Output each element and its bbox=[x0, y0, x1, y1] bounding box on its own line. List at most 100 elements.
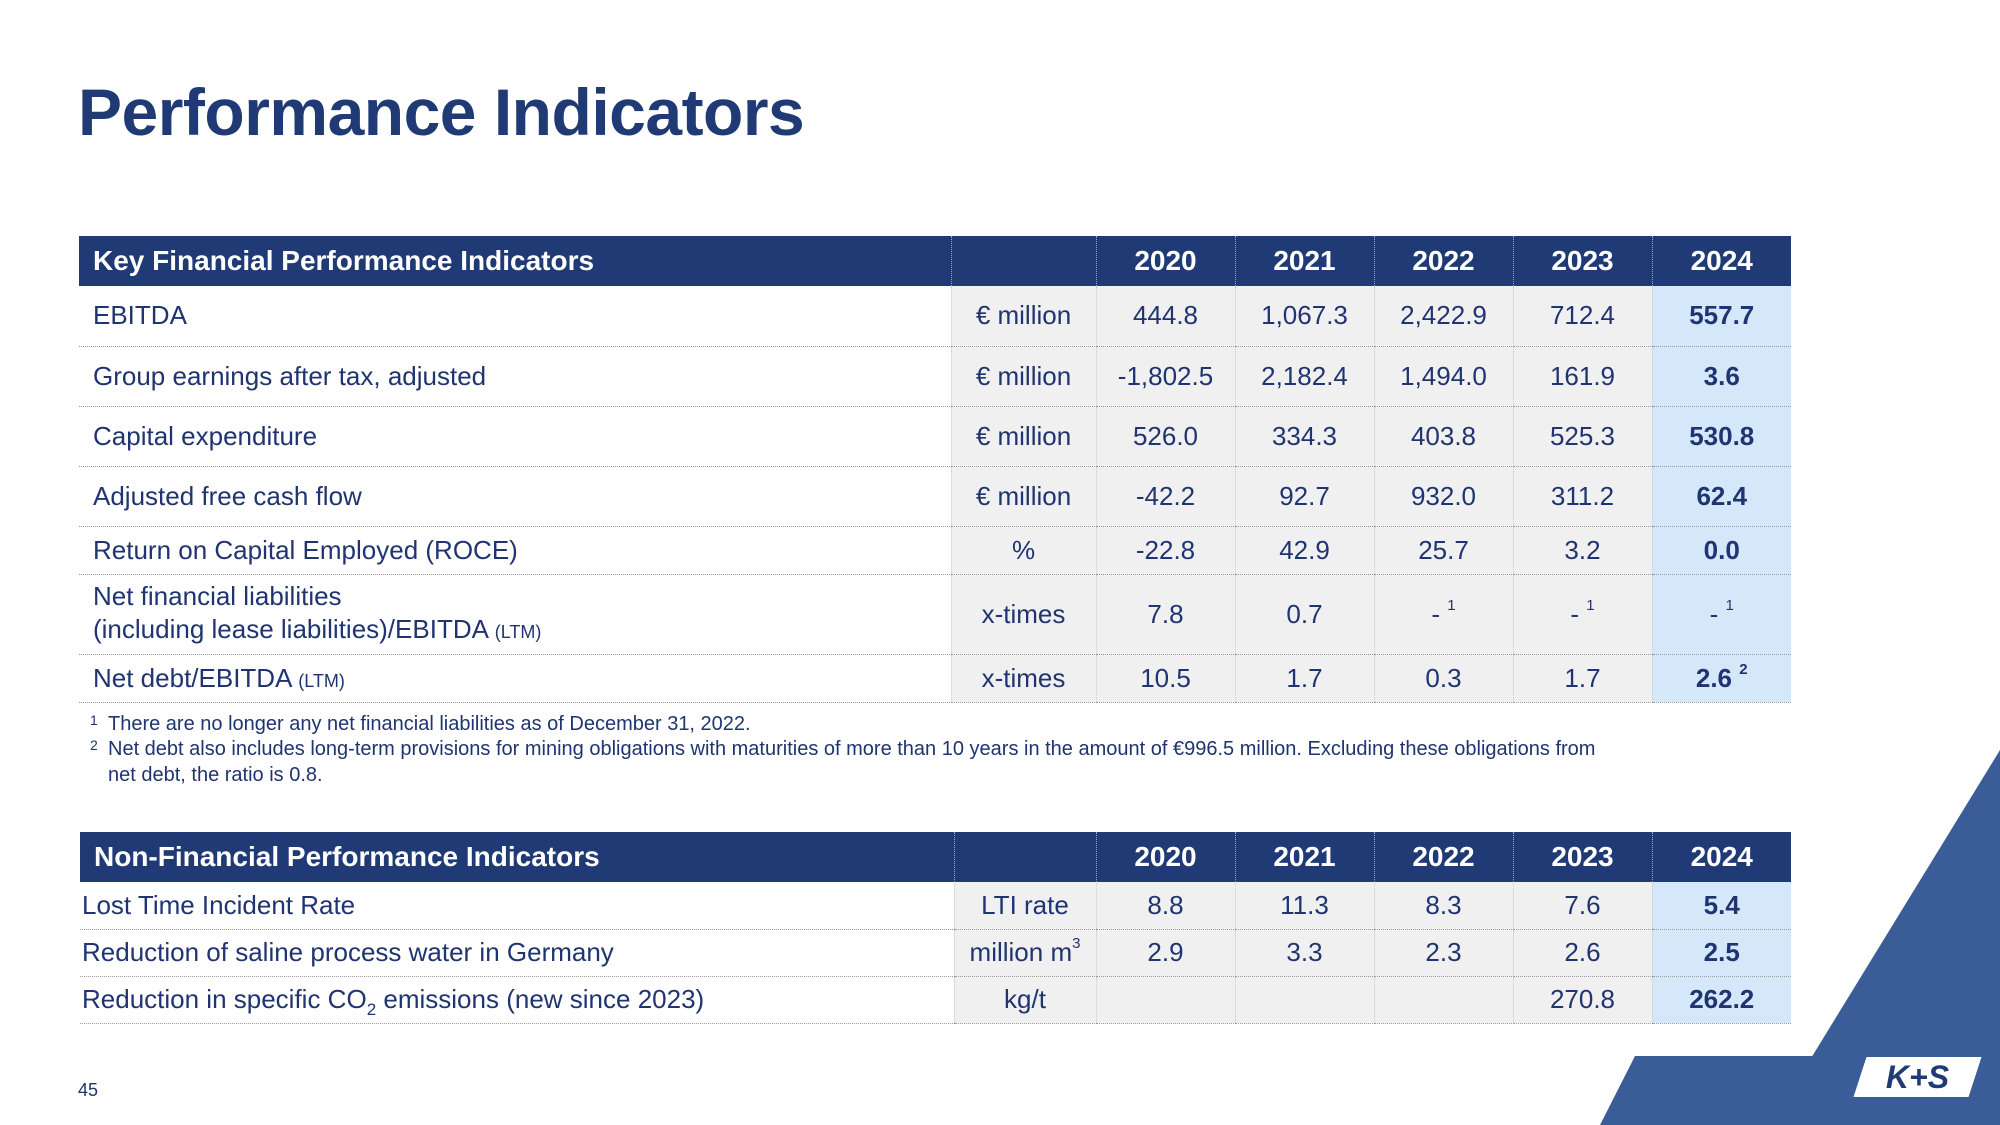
footnote-text: There are no longer any net financial li… bbox=[108, 713, 751, 735]
table-row: Group earnings after tax, adjusted € mil… bbox=[79, 346, 1791, 407]
year-header: 2022 bbox=[1374, 236, 1514, 286]
cell-value-highlight: - 1 bbox=[1651, 574, 1791, 655]
table-header-row: Non-Financial Performance Indicators 202… bbox=[80, 832, 1791, 882]
row-unit: LTI rate bbox=[953, 882, 1096, 930]
table-row: Net debt/EBITDA (LTM) x-times 10.5 1.7 0… bbox=[79, 654, 1791, 703]
cell-value: 525.3 bbox=[1512, 406, 1652, 467]
footnote-1: 1 There are no longer any net financial … bbox=[90, 711, 751, 737]
table-row: Capital expenditure € million 526.0 334.… bbox=[79, 406, 1791, 467]
cell-value: - 1 bbox=[1373, 574, 1513, 655]
year-header: 2023 bbox=[1513, 236, 1653, 286]
cell-value: 3.2 bbox=[1512, 526, 1652, 575]
cell-value bbox=[1095, 976, 1235, 1024]
cell-value: -42.2 bbox=[1095, 466, 1235, 527]
year-header: 2021 bbox=[1235, 236, 1375, 286]
year-header: 2020 bbox=[1096, 236, 1236, 286]
cell-value: 712.4 bbox=[1512, 286, 1652, 347]
cell-value: 334.3 bbox=[1234, 406, 1374, 467]
cell-value: 1,494.0 bbox=[1373, 346, 1513, 407]
year-header: 2021 bbox=[1235, 832, 1375, 882]
cell-value: -1,802.5 bbox=[1095, 346, 1235, 407]
cell-value-highlight: 62.4 bbox=[1651, 466, 1791, 527]
footnote-mark: 2 bbox=[1739, 660, 1748, 678]
cell-value bbox=[1234, 976, 1374, 1024]
cell-value: 0.7 bbox=[1234, 574, 1374, 655]
unit-column-header bbox=[951, 236, 1097, 286]
footnote-mark: 1 bbox=[1447, 596, 1456, 614]
row-unit: € million bbox=[950, 406, 1096, 467]
table-header-row: Key Financial Performance Indicators 202… bbox=[79, 236, 1791, 286]
year-header: 2020 bbox=[1096, 832, 1236, 882]
footnote-mark: 1 bbox=[1586, 596, 1595, 614]
cell-value: 7.8 bbox=[1095, 574, 1235, 655]
row-label-line: (including lease liabilities)/EBITDA bbox=[93, 613, 488, 644]
table-row: Return on Capital Employed (ROCE) % -22.… bbox=[79, 526, 1791, 575]
cell-value: 444.8 bbox=[1095, 286, 1235, 347]
row-label: Group earnings after tax, adjusted bbox=[79, 346, 951, 407]
row-label: Net debt/EBITDA (LTM) bbox=[79, 654, 951, 703]
cell-value: 1.7 bbox=[1234, 654, 1374, 703]
cell-value: 932.0 bbox=[1373, 466, 1513, 527]
cell-value: 3.3 bbox=[1234, 929, 1374, 977]
unit-text: million m bbox=[969, 937, 1073, 967]
page-title: Performance Indicators bbox=[78, 75, 805, 149]
row-label-text: emissions (new since 2023) bbox=[376, 984, 705, 1014]
cell-value: -22.8 bbox=[1095, 526, 1235, 575]
year-header: 2024 bbox=[1652, 832, 1791, 882]
footnote-text: Net debt also includes long-term provisi… bbox=[108, 738, 1596, 760]
row-label-line: Net financial liabilities bbox=[93, 580, 342, 611]
row-unit: € million bbox=[950, 346, 1096, 407]
cell-value: 8.8 bbox=[1095, 882, 1235, 930]
table-row: Net financial liabilities (including lea… bbox=[79, 574, 1791, 655]
logo-text: K+S bbox=[1885, 1059, 1950, 1095]
cell-value bbox=[1373, 976, 1513, 1024]
cell-value-highlight: 557.7 bbox=[1651, 286, 1791, 347]
row-label-subscript: 2 bbox=[366, 1000, 377, 1019]
row-label-text: Reduction in specific CO bbox=[82, 984, 367, 1014]
cell-value: 8.3 bbox=[1373, 882, 1513, 930]
row-unit: x-times bbox=[950, 574, 1096, 655]
cell-value: 1.7 bbox=[1512, 654, 1652, 703]
cell-value: 42.9 bbox=[1234, 526, 1374, 575]
unit-column-header bbox=[954, 832, 1097, 882]
row-label-text: Net debt/EBITDA bbox=[93, 662, 291, 693]
cell-value-text: - bbox=[1431, 598, 1441, 629]
cell-value: 2.9 bbox=[1095, 929, 1235, 977]
row-unit: x-times bbox=[950, 654, 1096, 703]
cell-value-text: - bbox=[1709, 598, 1719, 629]
footnote-text: net debt, the ratio is 0.8. bbox=[108, 764, 323, 786]
cell-value: 311.2 bbox=[1512, 466, 1652, 527]
row-label: Capital expenditure bbox=[79, 406, 951, 467]
table-row: Adjusted free cash flow € million -42.2 … bbox=[79, 466, 1791, 527]
row-label-suffix: (LTM) bbox=[494, 621, 542, 642]
row-label: Net financial liabilities (including lea… bbox=[79, 574, 951, 655]
cell-value: 2,422.9 bbox=[1373, 286, 1513, 347]
cell-value: - 1 bbox=[1512, 574, 1652, 655]
table-header-title: Key Financial Performance Indicators bbox=[79, 236, 952, 286]
table-row: Reduction in specific CO2 emissions (new… bbox=[80, 976, 1791, 1024]
year-header: 2024 bbox=[1652, 236, 1791, 286]
row-unit: % bbox=[950, 526, 1096, 575]
nonfinancial-kpi-table: Non-Financial Performance Indicators 202… bbox=[80, 832, 1791, 1024]
cell-value: 403.8 bbox=[1373, 406, 1513, 467]
footnote-number: 1 bbox=[90, 712, 98, 728]
table-row: Reduction of saline process water in Ger… bbox=[80, 929, 1791, 977]
footnote-mark: 1 bbox=[1725, 596, 1734, 614]
table-row: Lost Time Incident Rate LTI rate 8.8 11.… bbox=[80, 882, 1791, 930]
row-label: Return on Capital Employed (ROCE) bbox=[79, 526, 951, 575]
deco-triangle bbox=[1770, 750, 2000, 1125]
cell-value: 0.3 bbox=[1373, 654, 1513, 703]
cell-value: 1,067.3 bbox=[1234, 286, 1374, 347]
row-label: Reduction of saline process water in Ger… bbox=[80, 929, 954, 977]
cell-value: 7.6 bbox=[1512, 882, 1652, 930]
row-label: Lost Time Incident Rate bbox=[80, 882, 954, 930]
footnote-number: 2 bbox=[90, 737, 98, 753]
footnote-2: 2 Net debt also includes long-term provi… bbox=[90, 736, 1596, 788]
cell-value: 11.3 bbox=[1234, 882, 1374, 930]
unit-superscript: 3 bbox=[1072, 935, 1081, 952]
cell-value-text: - bbox=[1570, 598, 1580, 629]
row-unit: million m3 bbox=[953, 929, 1096, 977]
cell-value-highlight: 3.6 bbox=[1651, 346, 1791, 407]
company-logo: K+S bbox=[1853, 1057, 1982, 1097]
financial-kpi-table: Key Financial Performance Indicators 202… bbox=[79, 236, 1791, 703]
